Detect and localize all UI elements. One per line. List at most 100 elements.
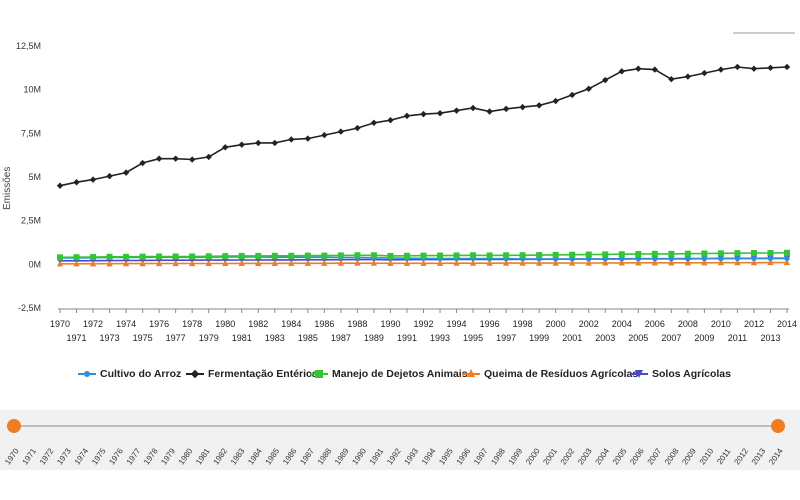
navigator-year-labels: 1970 1971 1972 1973 1974 1975 1976 1977 1978 1979… [3,446,785,466]
data-point [519,259,526,266]
data-point [635,251,642,258]
navigator-year-label: 1976 [107,446,125,466]
data-point [668,250,675,257]
x-tick-label: 1973 [100,333,120,343]
data-point [73,179,80,186]
x-tick-label: 1985 [298,333,318,343]
navigator-year-label: 1998 [489,446,507,466]
range-start-handle[interactable] [7,419,21,433]
data-point [387,252,394,259]
x-tick-label: 1992 [413,319,433,329]
navigator-year-label: 2010 [698,446,716,466]
data-point [651,259,659,266]
x-tick-label: 1971 [67,333,87,343]
data-point [337,252,344,259]
data-point [255,252,262,259]
data-point [288,252,295,259]
data-point [106,253,113,260]
navigator-year-label: 1979 [159,446,177,466]
data-point [188,260,196,267]
legend-label: Cultivo do Arroz [100,368,182,380]
year-range-navigator[interactable]: 1970 1971 1972 1973 1974 1975 1976 1977 1978 1979… [0,410,800,470]
navigator-year-label: 1996 [455,446,473,466]
data-point [717,66,725,73]
y-tick-label: 2,5M [21,216,41,226]
legend-item-queima-de-residuos-agricolas[interactable]: Queima de Resíduos Agrícolas [462,368,638,380]
x-tick-label: 1974 [116,319,136,329]
data-point [271,260,278,266]
data-point [106,172,113,180]
data-point [403,260,411,266]
data-point [172,260,179,267]
data-point [321,131,328,139]
legend-label: Queima de Resíduos Agrícolas [484,368,639,380]
navigator-year-label: 1992 [385,446,403,466]
x-tick-label: 1979 [199,333,219,343]
data-point [585,259,592,266]
data-point [321,252,328,259]
data-point [701,259,708,266]
navigator-track[interactable] [12,425,776,427]
data-point [552,251,559,258]
navigator-year-label: 2003 [576,446,594,466]
triangle-down-marker-icon [630,368,648,380]
y-tick-label: 7,5M [21,128,41,138]
navigator-year-label: 2013 [750,446,768,466]
y-tick-label: 5M [28,172,41,182]
x-tick-label: 1970 [50,319,70,329]
x-tick-label: 1995 [463,333,483,343]
data-point [139,159,146,167]
data-point [222,260,229,267]
data-point [271,139,278,147]
data-point [503,252,510,259]
legend-item-fermentacao-enterica[interactable]: Fermentação Entérica [186,368,318,380]
navigator-year-label: 2014 [767,446,785,466]
data-point [569,251,576,258]
data-point [767,64,774,72]
legend-item-cultivo-do-arroz[interactable]: Cultivo do Arroz [78,368,181,380]
data-point [635,259,642,266]
legend-item-solos-agricolas[interactable]: Solos Agrícolas [630,368,731,380]
x-tick-label: 2005 [628,333,648,343]
data-point [420,110,427,118]
data-point [387,117,394,124]
x-tick-label: 1978 [182,319,202,329]
data-point [734,259,741,266]
x-tick-label: 1999 [529,333,549,343]
navigator-year-label: 2005 [611,446,629,466]
data-point [618,251,625,258]
data-point [139,260,146,267]
data-point [651,250,658,257]
data-point [73,260,80,267]
navigator-year-label: 2007 [646,446,664,466]
data-point [536,252,543,259]
data-point [569,91,576,99]
data-point [403,252,410,259]
data-point [304,252,311,259]
data-point [502,105,510,113]
data-point [205,153,212,161]
data-point [469,259,477,266]
data-point [668,75,675,83]
navigator-year-label: 2009 [680,446,698,466]
data-point [122,169,130,176]
range-end-handle[interactable] [771,419,785,433]
data-point [552,259,559,266]
series-line-fermenta-o-ent-rica [59,66,788,187]
data-point [437,252,444,259]
data-point [618,259,625,266]
data-point [717,259,725,266]
data-point [586,256,592,262]
data-point [238,252,245,259]
x-tick-label: 1984 [281,319,301,329]
x-tick-label: 2012 [744,319,764,329]
data-point [701,250,708,257]
data-point [89,260,97,267]
y-tick-label: 0M [28,259,41,269]
legend-item-manejo-de-dejetos-animais[interactable]: Manejo de Dejetos Animais [310,368,468,380]
navigator-year-label: 1985 [264,446,282,466]
data-point [56,260,64,267]
data-point [734,255,741,262]
x-tick-label: 2008 [678,319,698,329]
x-tick-label: 1983 [265,333,285,343]
